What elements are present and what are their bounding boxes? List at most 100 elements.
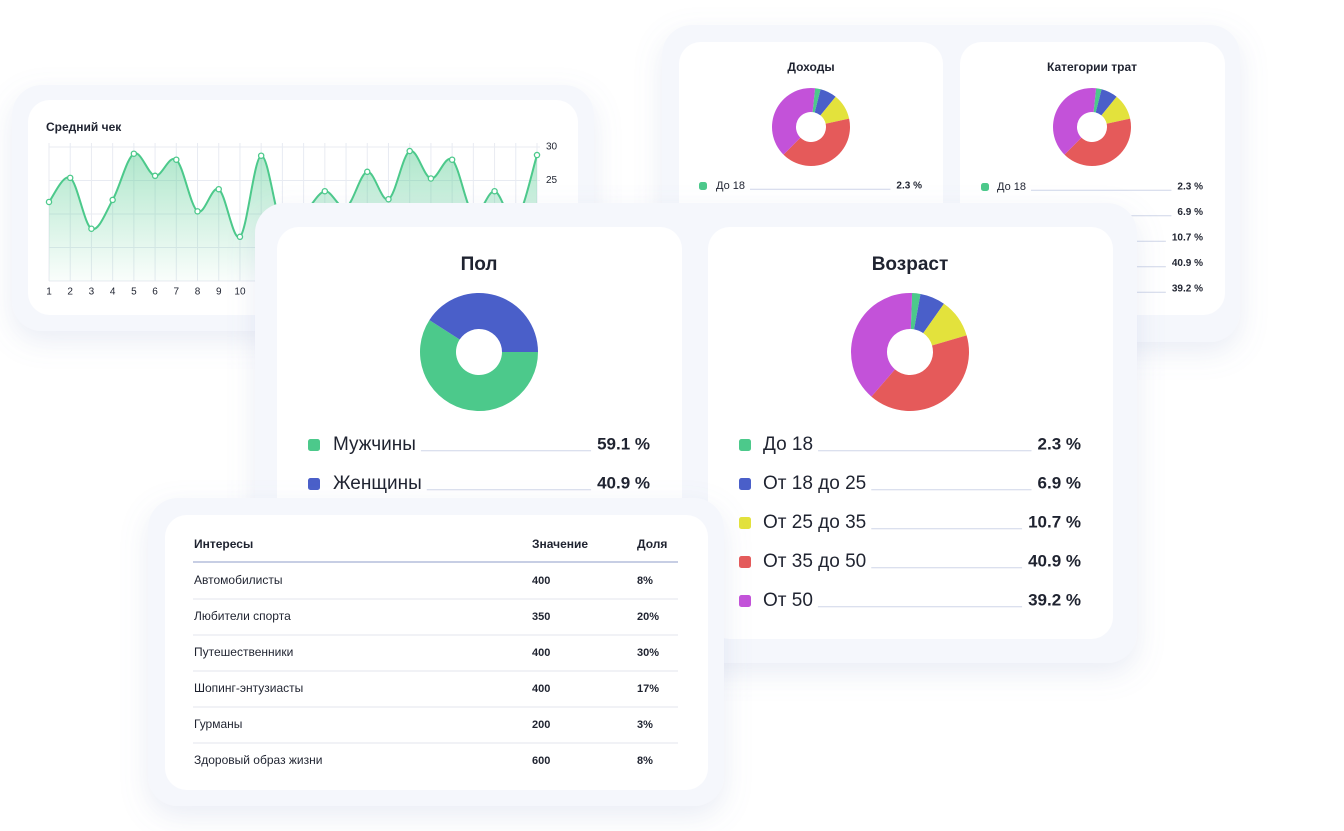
table-header: Интересы — [194, 537, 253, 551]
chart-title: Категории трат — [1047, 60, 1137, 74]
point — [215, 185, 222, 193]
point — [427, 175, 435, 182]
point — [194, 208, 201, 215]
pie-slice — [429, 293, 538, 352]
point — [236, 233, 244, 241]
legend-value: 10.7 % — [1172, 233, 1203, 244]
pie-slice — [814, 89, 836, 116]
table-cell: Шопинг-энтузиасты — [194, 681, 303, 695]
table-cell: Гурманы — [194, 717, 242, 731]
legend-label: От 50 — [763, 590, 813, 611]
chart-title: Пол — [461, 254, 498, 275]
x-tick-label: 3 — [89, 287, 95, 298]
legend-label: До 18 — [997, 181, 1026, 193]
pie-slice — [772, 88, 816, 155]
legend-swatch — [981, 183, 989, 191]
legend-value: 40.9 % — [597, 473, 650, 492]
table-value: 600 — [532, 755, 550, 767]
legend-label: До 18 — [716, 180, 745, 192]
pie-slice — [1093, 88, 1102, 113]
point — [45, 198, 53, 206]
x-tick-label: 6 — [152, 287, 158, 298]
pie-slice — [783, 118, 850, 166]
legend-swatch — [699, 182, 707, 190]
legend-label: От 25 до 35 — [763, 512, 866, 533]
pie-slice — [910, 293, 921, 330]
chart-title: Доходы — [787, 60, 834, 74]
legend-label: Женщины — [333, 473, 422, 494]
pie-slice — [420, 320, 539, 412]
x-tick-label: 7 — [174, 287, 180, 298]
y-tick-label: 25 — [546, 175, 558, 186]
table-value: 20% — [637, 611, 659, 623]
legend-label: От 18 до 25 — [763, 473, 866, 494]
point — [364, 168, 371, 176]
point — [173, 156, 180, 163]
card-panel — [165, 515, 708, 790]
x-tick-label: 5 — [131, 287, 137, 298]
legend-swatch — [739, 439, 751, 451]
pie-slice — [850, 293, 913, 397]
card-panel — [708, 227, 1113, 639]
x-tick-label: 1 — [46, 287, 52, 298]
table-value: 8% — [637, 575, 653, 587]
pie-slice — [1095, 89, 1117, 116]
table-value: 350 — [532, 611, 550, 623]
table-cell: Путешественники — [194, 645, 293, 659]
x-tick-label: 10 — [234, 287, 246, 298]
table-value: 3% — [637, 719, 653, 731]
table-cell: Любители спорта — [194, 609, 291, 623]
table-value: 30% — [637, 647, 659, 659]
legend-label: От 35 до 50 — [763, 551, 866, 572]
pie-slice — [1064, 118, 1131, 166]
point — [385, 196, 392, 203]
table-header: Доля — [637, 537, 667, 551]
point — [448, 156, 456, 163]
y-tick-label: 30 — [546, 142, 558, 153]
point — [491, 187, 498, 195]
legend-value: 6.9 % — [1177, 207, 1203, 218]
legend-swatch — [739, 556, 751, 568]
legend-swatch — [739, 595, 751, 607]
chart-title: Возраст — [872, 254, 949, 275]
point — [406, 147, 413, 155]
legend-value: 39.2 % — [1028, 590, 1081, 609]
legend-swatch — [308, 478, 320, 490]
x-tick-label: 8 — [195, 287, 201, 298]
pie-slice — [914, 293, 944, 334]
pie-slice — [820, 96, 850, 124]
pie-slice — [1101, 96, 1131, 124]
point — [66, 174, 74, 182]
table-header: Значение — [532, 537, 588, 551]
point — [533, 151, 541, 159]
table-value: 400 — [532, 683, 550, 695]
chart-title: Средний чек — [46, 120, 122, 134]
legend-value: 40.9 % — [1028, 551, 1081, 570]
table-value: 8% — [637, 755, 653, 767]
legend-swatch — [739, 517, 751, 529]
legend-value: 2.3 % — [1177, 182, 1203, 193]
x-tick-label: 4 — [110, 287, 116, 298]
pie-slice — [923, 303, 967, 346]
x-tick-label: 9 — [216, 287, 222, 298]
legend-label: Мужчины — [333, 434, 416, 455]
legend-value: 39.2 % — [1172, 284, 1203, 295]
point — [88, 225, 95, 232]
pie-slice — [871, 335, 969, 411]
legend-swatch — [308, 439, 320, 451]
table-value: 400 — [532, 647, 550, 659]
legend-value: 2.3 % — [896, 181, 922, 192]
table-value: 200 — [532, 719, 550, 731]
point — [109, 196, 116, 204]
legend-value: 2.3 % — [1038, 434, 1081, 453]
legend-label: До 18 — [763, 434, 813, 455]
legend-value: 59.1 % — [597, 434, 650, 453]
legend-value: 6.9 % — [1038, 473, 1081, 492]
table-value: 17% — [637, 683, 659, 695]
table-cell: Здоровый образ жизни — [194, 753, 322, 767]
pie-slice — [1053, 88, 1097, 155]
legend-swatch — [739, 478, 751, 490]
x-tick-label: 2 — [67, 287, 73, 298]
point — [130, 150, 138, 157]
